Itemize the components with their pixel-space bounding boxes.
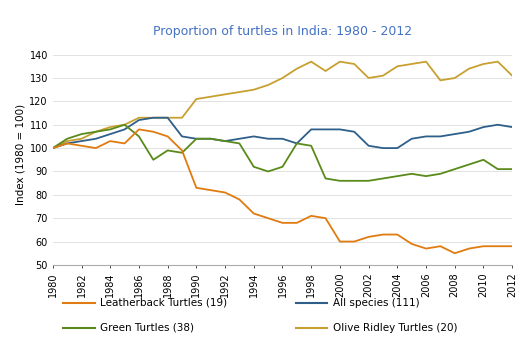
Text: Leatherback Turtles (19): Leatherback Turtles (19) [100, 297, 228, 308]
Text: Green Turtles (38): Green Turtles (38) [100, 323, 194, 333]
Text: Olive Ridley Turtles (20): Olive Ridley Turtles (20) [333, 323, 457, 333]
Y-axis label: Index (1980 = 100): Index (1980 = 100) [15, 103, 25, 204]
Title: Proportion of turtles in India: 1980 - 2012: Proportion of turtles in India: 1980 - 2… [153, 25, 412, 38]
Text: All species (111): All species (111) [333, 297, 419, 308]
